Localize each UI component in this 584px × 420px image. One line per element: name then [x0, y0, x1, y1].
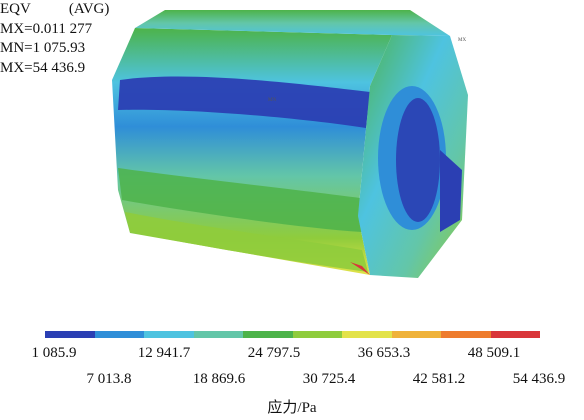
legend-swatch-4 [193, 331, 243, 338]
stress-contour-model: MX MN [112, 10, 468, 278]
legend-tick-5: 24 797.5 [247, 345, 301, 361]
legend-tick-3: 12 941.7 [137, 345, 191, 361]
legend-swatch-5 [243, 331, 293, 338]
legend-swatch-8 [391, 331, 441, 338]
legend-swatch-3 [144, 331, 194, 338]
legend-tick-8: 42 581.2 [412, 371, 466, 387]
legend-swatch-2 [94, 331, 144, 338]
result-quantity: EQV [0, 1, 31, 17]
smx2-value: MX=54 436.9 [0, 59, 86, 76]
smx-value: MX=0.011 277 [0, 20, 93, 37]
mx-marker-label: MX [458, 38, 466, 43]
legend-tick-9: 48 509.1 [467, 345, 521, 361]
color-legend-bar [45, 331, 540, 338]
legend-tick-7: 36 653.3 [357, 345, 411, 361]
body-top-face [135, 10, 450, 36]
body-end-face [350, 35, 468, 278]
result-quantity-line: EQV (AVG) [0, 0, 109, 20]
legend-swatch-6 [292, 331, 342, 338]
legend-swatch-7 [342, 331, 392, 338]
mn-marker-label: MN [268, 98, 276, 103]
smn-value: MN=1 075.93 [0, 40, 86, 56]
legend-tick-10: 54 436.9 [512, 371, 566, 387]
legend-tick-1: 1 085.9 [31, 345, 77, 361]
result-averaging: (AVG) [68, 1, 110, 17]
legend-swatch-10 [490, 331, 540, 338]
legend-tick-2: 7 013.8 [86, 371, 132, 387]
legend-unit-label: 应力/Pa [267, 400, 317, 416]
legend-swatch-9 [441, 331, 491, 338]
body-side-face [112, 28, 392, 275]
legend-tick-6: 30 725.4 [302, 371, 356, 387]
legend-tick-4: 18 869.6 [192, 371, 246, 387]
result-info: EQV (AVG) MX=0.011 277 MN=1 075.93 MX=54 … [0, 0, 109, 78]
legend-swatch-1 [45, 331, 95, 338]
